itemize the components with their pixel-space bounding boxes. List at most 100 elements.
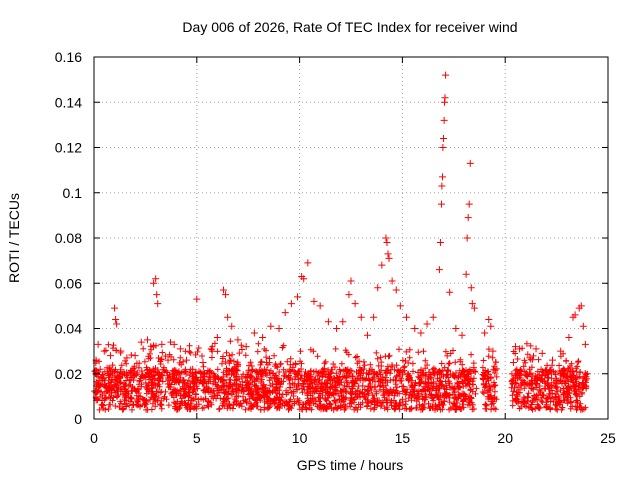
data-point (117, 347, 125, 355)
data-point (466, 159, 474, 167)
data-point (467, 284, 475, 292)
data-point (437, 200, 445, 208)
data-point (131, 352, 139, 360)
data-point (137, 338, 145, 346)
data-point (385, 254, 393, 262)
data-point (571, 311, 579, 319)
y-axis-label: ROTI / TECUs (6, 193, 22, 283)
dense-data-band (91, 338, 591, 413)
data-point (382, 234, 390, 242)
data-point (557, 347, 565, 355)
data-point (339, 318, 347, 326)
data-point (294, 293, 302, 301)
data-point (363, 331, 371, 339)
data-points (92, 71, 589, 373)
dense-marks (91, 338, 591, 413)
y-tick-label: 0.1 (63, 185, 83, 201)
y-tick-label: 0.04 (55, 321, 82, 337)
data-point (242, 343, 250, 351)
data-point (213, 334, 221, 342)
data-point (411, 325, 419, 332)
data-point (154, 300, 162, 308)
x-tick-label: 10 (292, 430, 308, 446)
chart-title: Day 006 of 2026, Rate Of TEC Index for r… (182, 19, 517, 35)
data-point (378, 261, 386, 269)
y-tick-label: 0.08 (55, 230, 82, 246)
data-point (222, 291, 230, 299)
data-point (143, 336, 151, 344)
data-point (468, 300, 476, 308)
data-point (183, 356, 191, 364)
data-point (577, 302, 585, 310)
x-tick-label: 0 (90, 430, 98, 446)
data-point (384, 250, 392, 258)
data-point (440, 134, 448, 142)
x-axis-label: GPS time / hours (297, 457, 404, 473)
data-point (347, 277, 355, 285)
data-point (333, 325, 341, 332)
data-point (442, 71, 450, 79)
data-point (112, 315, 120, 323)
data-point (150, 279, 158, 287)
y-tick-label: 0 (74, 411, 82, 427)
data-point (464, 214, 472, 222)
data-point (423, 320, 431, 328)
data-point (224, 313, 232, 321)
data-point (579, 322, 587, 330)
y-tick-label: 0.02 (55, 366, 82, 382)
data-point (345, 291, 353, 299)
data-point (228, 322, 236, 330)
data-point (267, 322, 275, 330)
data-point (465, 200, 473, 208)
data-point (374, 284, 382, 292)
data-point (446, 288, 454, 296)
data-point (275, 325, 283, 332)
data-point (470, 304, 478, 312)
data-point (458, 331, 466, 339)
data-point (396, 302, 404, 310)
data-point (170, 340, 178, 348)
data-point (176, 345, 184, 353)
data-point (259, 334, 267, 342)
data-point (440, 116, 448, 124)
y-tick-label: 0.16 (55, 49, 82, 65)
y-tick-label: 0.14 (55, 94, 82, 110)
data-point (370, 313, 378, 321)
data-point (96, 365, 104, 373)
data-point (392, 286, 400, 294)
x-tick-label: 25 (600, 430, 616, 446)
data-point (351, 300, 359, 308)
data-point (438, 173, 446, 181)
data-point (94, 340, 102, 348)
data-point (417, 329, 425, 337)
data-point (357, 313, 365, 321)
data-point (324, 318, 332, 326)
data-point (153, 291, 161, 299)
data-point (300, 275, 308, 283)
data-point (548, 356, 556, 364)
data-point (439, 144, 447, 151)
data-point (516, 345, 524, 353)
data-point (526, 354, 534, 362)
data-point (489, 347, 497, 355)
data-point (113, 320, 121, 328)
data-point (462, 270, 470, 278)
data-point (193, 295, 201, 303)
y-axis-ticks: 0 0.02 0.04 0.06 0.08 0.1 0.12 0.14 0.16 (55, 49, 608, 427)
data-point (158, 340, 166, 348)
y-tick-label: 0.06 (55, 275, 82, 291)
data-point (511, 343, 519, 351)
data-point (487, 322, 495, 330)
data-point (441, 94, 449, 102)
x-axis-ticks: 0 5 10 15 20 25 (90, 57, 616, 446)
data-point (438, 182, 446, 190)
data-point (250, 329, 258, 337)
data-point (189, 365, 197, 373)
x-tick-label: 5 (193, 430, 201, 446)
data-point (199, 358, 207, 366)
data-point (403, 313, 411, 321)
data-point (485, 315, 493, 323)
data-point (287, 300, 295, 308)
data-point (152, 275, 160, 283)
data-point (281, 309, 289, 317)
